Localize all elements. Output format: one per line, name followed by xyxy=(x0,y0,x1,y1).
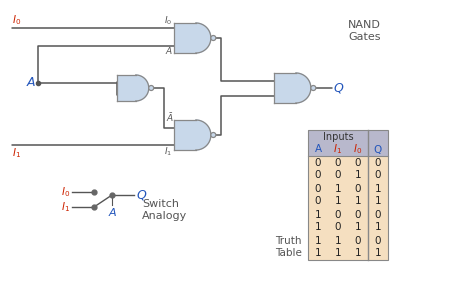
Text: 1: 1 xyxy=(315,209,321,219)
Bar xyxy=(368,130,388,143)
Text: 1: 1 xyxy=(315,248,321,258)
Text: $\bar{A}$: $\bar{A}$ xyxy=(166,112,174,125)
Text: 0: 0 xyxy=(315,158,321,168)
Text: 1: 1 xyxy=(335,248,341,258)
Text: 1: 1 xyxy=(374,248,381,258)
Text: $I_0$: $I_0$ xyxy=(164,14,172,27)
Text: 0: 0 xyxy=(335,222,341,233)
Text: 0: 0 xyxy=(355,158,361,168)
Text: 0: 0 xyxy=(335,171,341,180)
Text: 0: 0 xyxy=(375,236,381,246)
Bar xyxy=(308,182,388,195)
Circle shape xyxy=(311,86,316,91)
Text: 0: 0 xyxy=(355,236,361,246)
Bar xyxy=(308,221,388,234)
Circle shape xyxy=(211,132,216,137)
Text: $I_1$: $I_1$ xyxy=(334,143,343,156)
Text: Switch
Analogy: Switch Analogy xyxy=(142,199,187,222)
Text: Q: Q xyxy=(334,81,344,95)
Text: $I_0$: $I_0$ xyxy=(354,143,363,156)
Bar xyxy=(274,73,296,103)
Text: 1: 1 xyxy=(374,222,381,233)
Text: A: A xyxy=(108,208,116,218)
Circle shape xyxy=(211,35,216,40)
Text: 1: 1 xyxy=(374,183,381,193)
Text: $I_1$: $I_1$ xyxy=(61,200,70,214)
Text: Q: Q xyxy=(136,188,146,202)
Text: A: A xyxy=(166,47,172,55)
Bar xyxy=(174,23,196,53)
Bar xyxy=(308,143,388,156)
Text: $I_0$: $I_0$ xyxy=(12,13,21,27)
Polygon shape xyxy=(196,23,211,53)
Text: Truth
Table: Truth Table xyxy=(275,236,302,258)
Polygon shape xyxy=(136,75,149,101)
Bar xyxy=(308,195,388,208)
Bar xyxy=(308,156,388,169)
Text: $I_1$: $I_1$ xyxy=(12,146,21,160)
Text: 1: 1 xyxy=(335,236,341,246)
Polygon shape xyxy=(296,73,311,103)
Text: 0: 0 xyxy=(355,183,361,193)
Text: 1: 1 xyxy=(355,222,361,233)
Text: 1: 1 xyxy=(315,222,321,233)
Text: 1: 1 xyxy=(315,236,321,246)
Bar xyxy=(308,208,388,221)
Text: 1: 1 xyxy=(355,248,361,258)
Bar xyxy=(308,247,388,260)
Text: NAND
Gates: NAND Gates xyxy=(348,20,381,42)
Bar xyxy=(117,75,136,101)
Text: 0: 0 xyxy=(335,209,341,219)
Text: A: A xyxy=(27,76,35,89)
Text: 1: 1 xyxy=(335,183,341,193)
Text: 0: 0 xyxy=(375,158,381,168)
Text: 0: 0 xyxy=(315,183,321,193)
Text: Q: Q xyxy=(374,144,382,154)
Bar xyxy=(308,130,388,260)
Text: 0: 0 xyxy=(315,171,321,180)
Bar xyxy=(308,234,388,247)
Text: 0: 0 xyxy=(375,171,381,180)
Text: 0: 0 xyxy=(315,197,321,207)
Text: Inputs: Inputs xyxy=(323,132,353,142)
Text: $I_0$: $I_0$ xyxy=(61,185,70,199)
Text: 0: 0 xyxy=(375,209,381,219)
Polygon shape xyxy=(196,120,211,150)
Text: 1: 1 xyxy=(355,171,361,180)
Circle shape xyxy=(149,86,154,91)
Text: $I_1$: $I_1$ xyxy=(164,146,172,159)
Bar xyxy=(308,130,368,143)
Text: 1: 1 xyxy=(355,197,361,207)
Text: 0: 0 xyxy=(355,209,361,219)
Bar xyxy=(308,169,388,182)
Text: 1: 1 xyxy=(335,197,341,207)
Text: 1: 1 xyxy=(374,197,381,207)
Bar xyxy=(174,120,196,150)
Text: 0: 0 xyxy=(335,158,341,168)
Text: A: A xyxy=(314,144,321,154)
